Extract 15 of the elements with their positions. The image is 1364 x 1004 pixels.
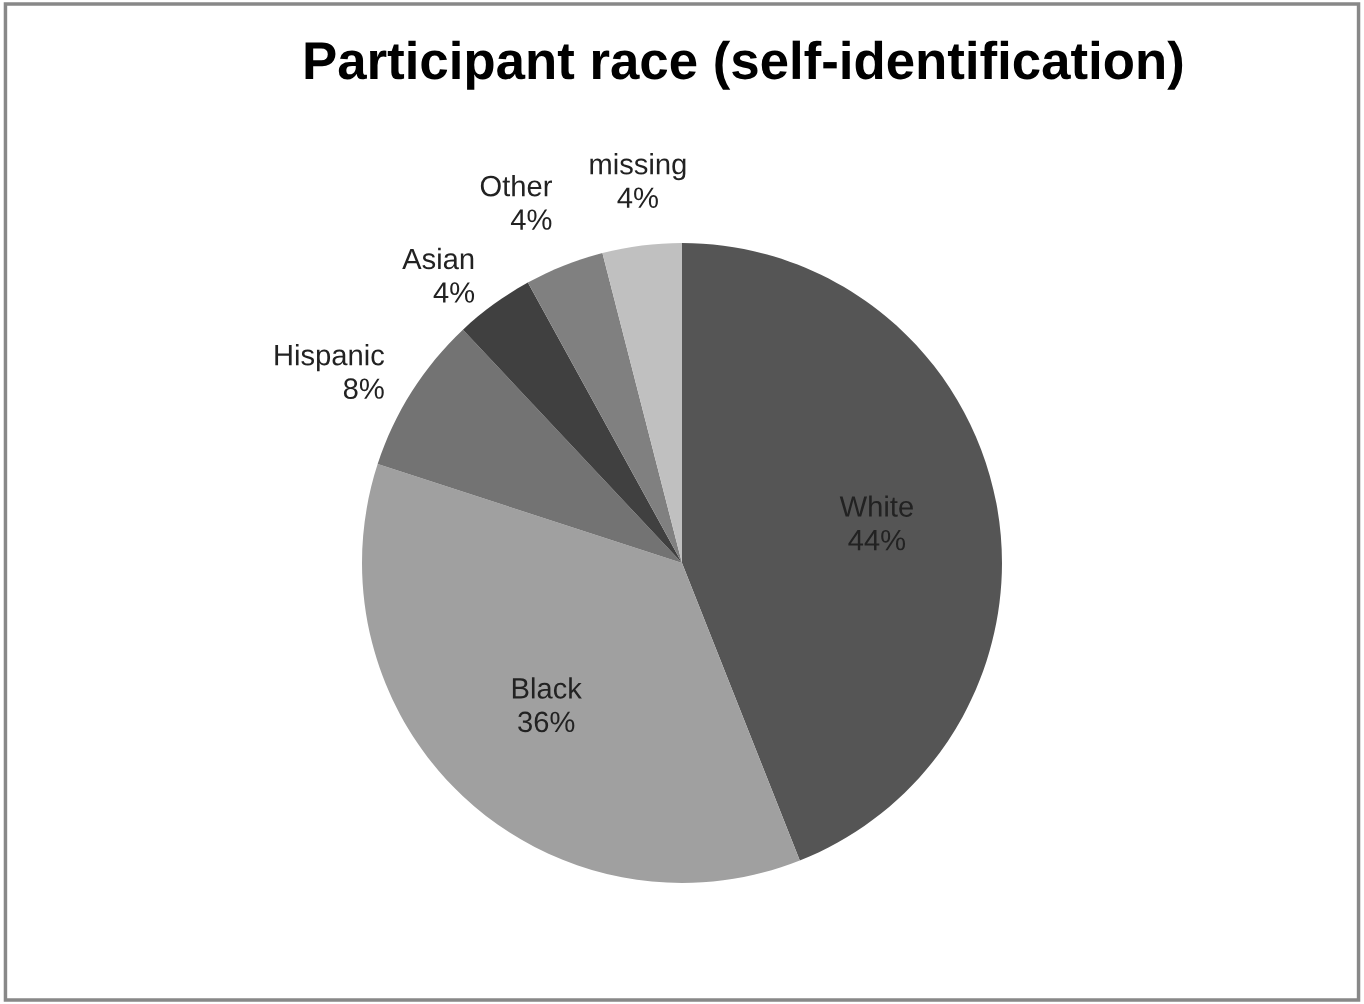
data-label: 36%: [518, 711, 575, 733]
data-label: 4%: [433, 282, 475, 303]
slice-label: Asian: [402, 247, 474, 270]
data-label: 4%: [617, 187, 658, 208]
pie-slice: [682, 243, 1002, 861]
slice-label: Hispanic: [275, 344, 385, 372]
slice-label: Other: [480, 175, 552, 197]
chart-title: Participant race (self-identification): [305, 40, 1183, 90]
pie-slice: [362, 464, 800, 883]
pie-slice: [527, 253, 682, 563]
slice-label: Black: [512, 677, 582, 699]
data-label: 8%: [343, 378, 384, 399]
slice-label: missing: [590, 153, 686, 181]
pie-slice: [602, 243, 682, 563]
data-label: 4%: [510, 209, 552, 230]
